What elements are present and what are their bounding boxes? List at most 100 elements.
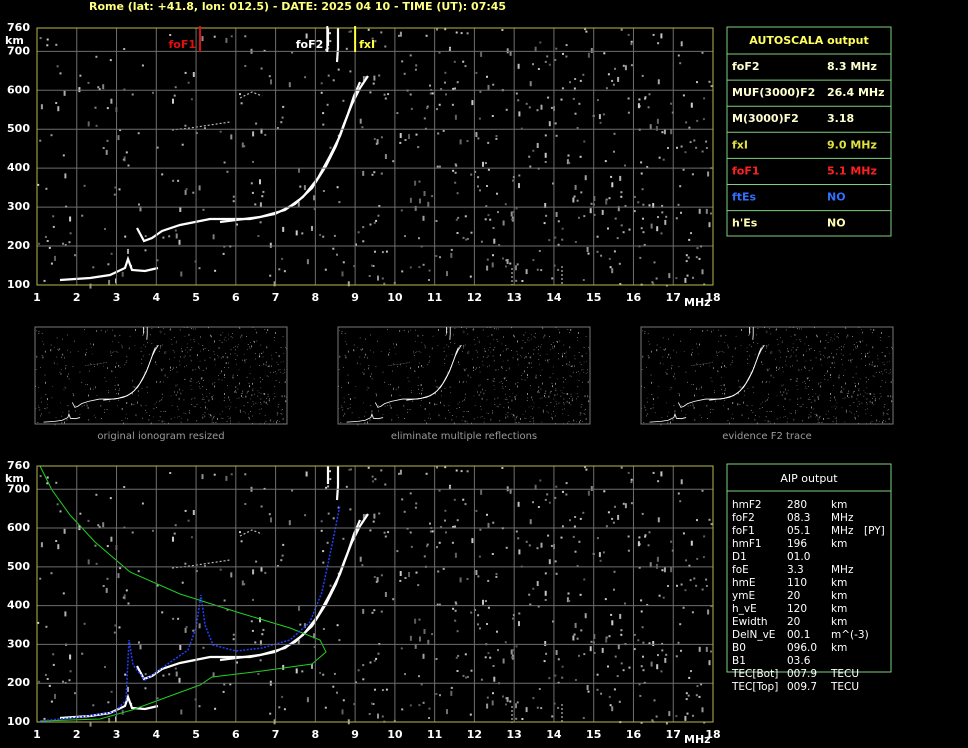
x-tick-label: 10 (387, 291, 403, 304)
x-tick-label: 14 (546, 728, 562, 741)
aip-cell: 01.0 (787, 551, 810, 563)
x-tick-label: 7 (272, 728, 280, 741)
aip-cell: hmE (732, 577, 756, 589)
aip-cell: MHz (831, 512, 854, 524)
x-tick-label: 16 (626, 728, 642, 741)
plot-frame (36, 27, 714, 286)
aip-cell: TECU (830, 668, 859, 680)
aip-cell: km (831, 616, 847, 628)
y-unit: km (5, 472, 24, 485)
marker-label: fxI (359, 38, 375, 51)
y-tick-label: 700 (7, 482, 30, 495)
thumbnail-caption: evidence F2 trace (722, 431, 812, 442)
x-tick-label: 18 (705, 291, 720, 304)
aip-cell: 120 (787, 603, 807, 615)
aip-cell: ymE (732, 590, 755, 602)
thumbnail-frame (34, 326, 288, 425)
aip-cell: 196 (787, 538, 807, 550)
y-tick-label: 200 (7, 239, 30, 252)
x-tick-label: 15 (586, 291, 601, 304)
x-tick-label: 18 (705, 728, 720, 741)
row-value: 3.18 (827, 112, 854, 125)
aip-cell: 3.3 (787, 564, 804, 576)
thumbnail-caption: original ionogram resized (97, 431, 224, 442)
aip-cell: 20 (787, 590, 800, 602)
row-name: ftEs (732, 191, 757, 204)
aip-cell: foF1 (732, 525, 755, 537)
aip-cell: km (831, 603, 847, 615)
aip-cell: km (831, 577, 847, 589)
y-tick-label: 400 (7, 161, 30, 174)
marker-label: foF1 (169, 38, 197, 51)
y-tick-label: 300 (7, 200, 30, 213)
aip-cell: 280 (787, 499, 807, 511)
row-name: h'Es (732, 217, 758, 230)
row-value: 5.1 MHz (827, 164, 877, 177)
y-tick-label: 500 (7, 122, 30, 135)
x-tick-label: 12 (467, 728, 482, 741)
x-tick-label: 11 (427, 291, 442, 304)
aip-cell: Ewidth (732, 616, 768, 628)
aip-cell: km (831, 590, 847, 602)
x-tick-label: 9 (351, 291, 359, 304)
row-name: foF2 (732, 60, 760, 73)
aip-cell: foE (732, 564, 749, 576)
y-tick-label: 600 (7, 83, 30, 96)
x-tick-label: 4 (152, 291, 160, 304)
x-tick-label: 17 (666, 291, 681, 304)
aip-cell: MHz (831, 564, 854, 576)
aip-cell: B1 (732, 655, 746, 667)
y-tick-label: 600 (7, 521, 30, 534)
x-tick-label: 6 (232, 728, 240, 741)
x-tick-label: 6 (232, 291, 240, 304)
aip-cell: 20 (787, 616, 800, 628)
aip-cell: km (831, 538, 847, 550)
header: Rome (lat: +41.8, lon: 012.5) - DATE: 20… (89, 0, 506, 13)
row-value: NO (827, 191, 846, 204)
y-unit: km (5, 34, 24, 47)
row-name: foF1 (732, 164, 760, 177)
x-tick-label: 10 (387, 728, 403, 741)
aip-cell: MHz (831, 525, 854, 537)
x-tick-label: 17 (666, 728, 681, 741)
aip-cell: 009.7 (787, 681, 817, 693)
ionogram-top (37, 28, 712, 289)
row-name: fxI (732, 138, 748, 151)
x-tick-label: 4 (152, 728, 160, 741)
x-tick-label: 3 (113, 728, 121, 741)
x-tick-label: 1 (33, 291, 41, 304)
marker-label: foF2 (296, 38, 324, 51)
row-name: M(3000)F2 (732, 112, 799, 125)
x-tick-label: 5 (192, 728, 200, 741)
aip-cell: 03.6 (787, 655, 811, 667)
x-unit: MHz (684, 296, 711, 309)
y-tick-label: 100 (7, 278, 30, 291)
aip-cell: 00.1 (787, 629, 810, 641)
thumbnail-frame (337, 326, 591, 425)
aip-cell: D1 (732, 551, 747, 563)
x-tick-label: 13 (507, 291, 522, 304)
x-tick-label: 1 (33, 728, 41, 741)
x-tick-label: 11 (427, 728, 442, 741)
y-tick-label: 400 (7, 599, 30, 612)
ionogram-bottom (37, 466, 712, 727)
x-tick-label: 8 (312, 728, 320, 741)
x-tick-label: 2 (73, 728, 81, 741)
aip-cell: hmF2 (732, 499, 762, 511)
row-value: 8.3 MHz (827, 60, 877, 73)
row-name: MUF(3000)F2 (732, 86, 815, 99)
x-tick-label: 5 (192, 291, 200, 304)
row-value: NO (827, 217, 846, 230)
y-tick-label: 300 (7, 637, 30, 650)
thumbnail-frame (640, 326, 894, 425)
x-tick-label: 8 (312, 291, 320, 304)
aip-cell: 096.0 (787, 642, 817, 654)
aip-cell: [PY] (864, 525, 885, 537)
aip-cell: hmF1 (732, 538, 762, 550)
x-tick-label: 7 (272, 291, 280, 304)
aip-box (726, 463, 892, 673)
x-tick-label: 14 (546, 291, 562, 304)
x-tick-label: 15 (586, 728, 601, 741)
